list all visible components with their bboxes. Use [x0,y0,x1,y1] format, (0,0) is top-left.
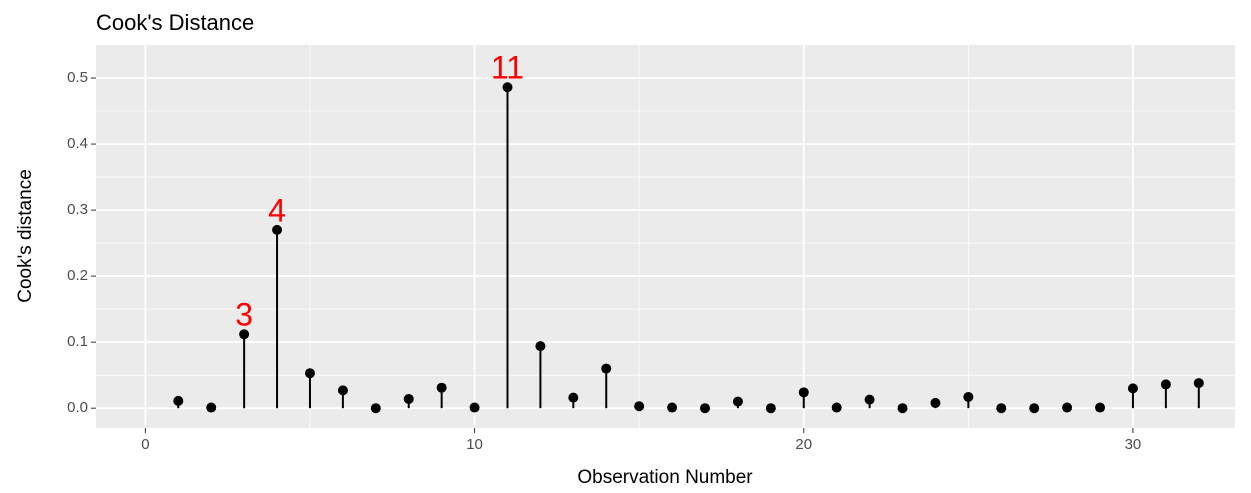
point [469,402,480,413]
point [1127,383,1138,394]
point-label: 3 [235,297,253,333]
point [206,402,217,413]
y-tick-label: 0.2 [67,267,88,284]
point [535,341,546,352]
point [700,403,711,414]
point [1095,402,1106,413]
point [897,403,908,414]
point [1062,402,1073,413]
y-tick-label: 0.3 [67,201,88,218]
point [732,396,743,407]
point-label: 11 [491,50,524,86]
point [1193,378,1204,389]
chart-title: Cook's Distance [96,10,254,35]
point [337,385,348,396]
point [634,401,645,412]
grid [96,45,1235,428]
y-tick-label: 0.0 [67,399,88,416]
y-axis-title: Cook's distance [15,169,36,303]
point [304,368,315,379]
point [370,403,381,414]
point [173,395,184,406]
panel [96,45,1235,428]
x-tick-label: 0 [141,436,149,453]
x-tick-label: 20 [795,436,812,453]
point [436,382,447,393]
x-tick-label: 10 [466,436,483,453]
point [601,363,612,374]
point [568,392,579,403]
point [667,402,678,413]
point [996,403,1007,414]
point [239,329,250,340]
y-tick-label: 0.1 [67,333,88,350]
point-label: 4 [268,192,286,228]
point [864,394,875,405]
y-tick-label: 0.5 [67,69,88,86]
point [963,391,974,402]
point [1029,403,1040,414]
x-axis-title: Observation Number [577,467,753,488]
marks: 3 4 11 [173,50,1204,414]
point [930,397,941,408]
x-tick-label: 30 [1125,436,1142,453]
point [831,402,842,413]
point [403,393,414,404]
y-tick-label: 0.4 [67,135,88,152]
point [1160,379,1171,390]
point [272,224,283,235]
point [502,82,513,93]
point [765,403,776,414]
point [798,387,809,398]
